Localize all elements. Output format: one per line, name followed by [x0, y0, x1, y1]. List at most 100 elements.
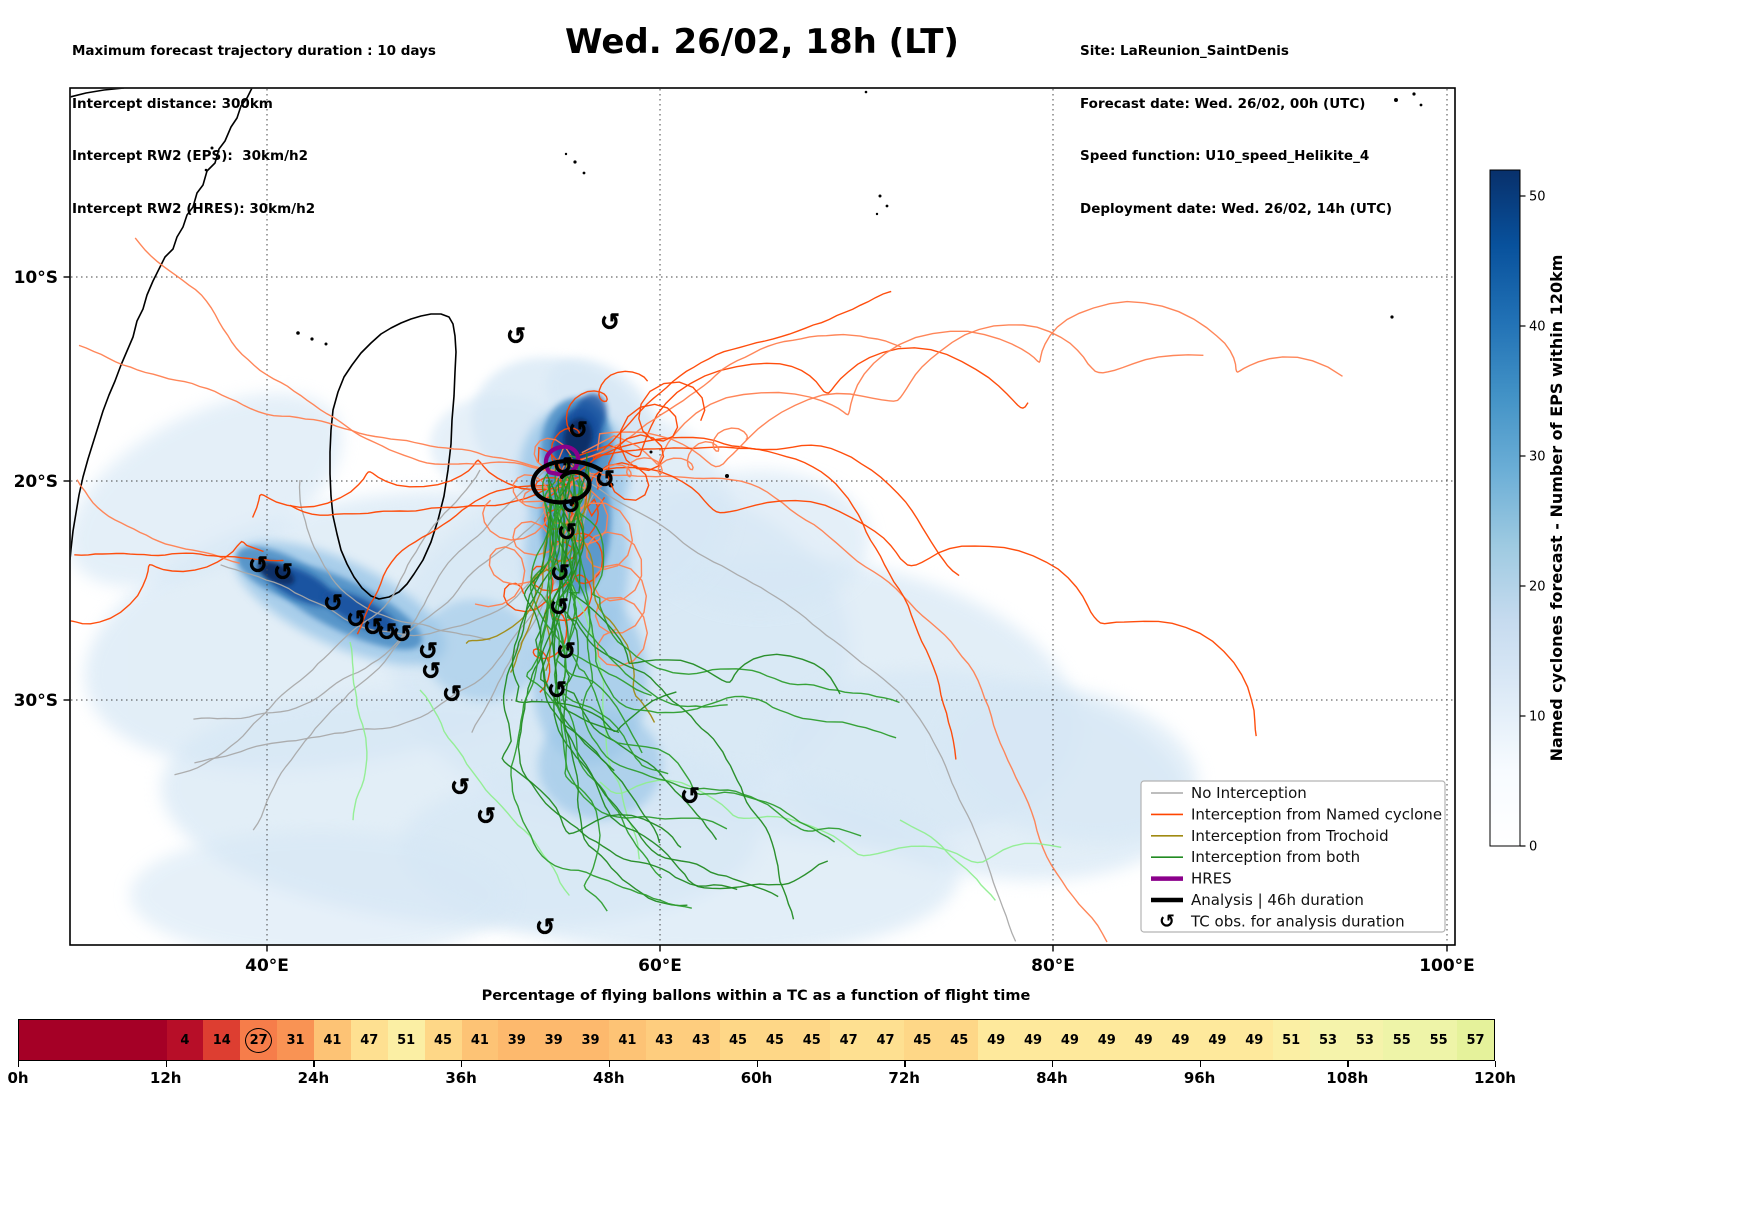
island-dot: [296, 331, 300, 335]
tc-obs-symbol: ↺: [550, 559, 570, 587]
analysis-track: [530, 459, 604, 505]
strip-cell: 57: [1457, 1020, 1494, 1060]
strip-axis-tick: [756, 1061, 758, 1067]
param-line-rw2-hres: Intercept RW2 (HRES): 30km/h2: [72, 200, 316, 217]
strip-cell: 45: [719, 1020, 757, 1060]
strip-cell: 49: [1051, 1020, 1089, 1060]
strip-cell-value: 51: [397, 1032, 416, 1048]
param-line-rw2-eps: Intercept RW2 (EPS): 30km/h2: [72, 148, 308, 164]
trajectory-line: [482, 437, 575, 541]
trajectory-line: [251, 459, 575, 518]
tc-obs-symbol: ↺: [556, 637, 576, 665]
strip-axis-tick: [1199, 1061, 1201, 1067]
strip-hour-axis: 0h 12h 24h 36h 48h 60h 72h 84h 96h 108h 120h: [7, 1061, 1516, 1095]
tc-obs-symbol: ↺: [273, 558, 293, 586]
strip-cell: 43: [645, 1020, 683, 1060]
strip-axis-label: 24h: [297, 1069, 330, 1087]
island-dot: [878, 194, 882, 198]
colorbar-tick-label: 20: [1529, 580, 1546, 595]
tc-obs-symbol: ↺: [346, 605, 366, 633]
trajectory-line: [517, 478, 738, 891]
strip-cell: 45: [424, 1020, 462, 1060]
trajectory-line: [589, 472, 1108, 943]
strip-axis-label: 48h: [593, 1069, 625, 1087]
legend-item-label: No Interception: [1191, 784, 1307, 802]
strip-cell: 45: [904, 1020, 941, 1060]
island-dot: [864, 90, 868, 94]
tc-obs-symbol: ↺: [561, 491, 581, 519]
speed-function-line: Speed function: U10_speed_Helikite_4: [1080, 148, 1370, 164]
density-blob: [257, 561, 295, 585]
trajectory-map: ↺ ↺↺↺ ↺↺↺↺↺↺↺↺ ↺↺↺↺↺↺↺↺↺↺↺↺↺ 10°S20°S30°S40…: [14, 87, 1566, 976]
strip-axis-label: 120h: [1474, 1069, 1516, 1087]
strip-cell: 39: [572, 1020, 609, 1060]
island-dot: [310, 337, 314, 341]
strip-cell-value: 53: [1355, 1032, 1374, 1048]
density-blob: [130, 830, 510, 945]
trajectory-lines: [70, 237, 1343, 943]
trajectory-line: [356, 484, 553, 635]
trajectory-line: [550, 370, 649, 479]
lat-tick-label: 30°S: [14, 691, 58, 711]
strip-axis-label: 96h: [1183, 1069, 1216, 1087]
colorbar-gradient: [1489, 169, 1521, 847]
island-dot: [1394, 98, 1398, 102]
tc-obs-symbol: ↺: [595, 465, 615, 493]
percentage-strip: 4 14 27 31 41 47 51 45 41 39 39 39 41 43 43 45 45 45 47 47 4…: [18, 1019, 1495, 1061]
tc-obs-symbol: ↺: [549, 593, 569, 621]
strip-cell: 49: [1088, 1020, 1126, 1060]
strip-axis-label: 12h: [149, 1069, 182, 1087]
trajectory-line: [568, 454, 900, 704]
param-line-duration: Maximum forecast trajectory duration : 1…: [72, 43, 436, 59]
strip-cell-value: 55: [1429, 1032, 1448, 1048]
strip-cell: 51: [387, 1020, 425, 1060]
strip-cell: 55: [1383, 1020, 1421, 1060]
strip-cell-value: 45: [434, 1032, 453, 1048]
density-blob: [323, 590, 397, 634]
strip-cell-value: 51: [1282, 1032, 1301, 1048]
strip-cell-value: 39: [507, 1032, 526, 1048]
strip-cell: 45: [756, 1020, 794, 1060]
island-dot: [1419, 103, 1423, 107]
strip-axis-tick: [1347, 1061, 1349, 1067]
trajectory-line: [541, 463, 728, 708]
trajectory-line: [592, 436, 960, 577]
strip-cell: 49: [1199, 1020, 1236, 1060]
colorbar: 0 10 20 30 40 50 Named cyclones forecast - Num…: [1489, 169, 1566, 855]
trajectory-line: [349, 641, 368, 821]
strip-axis-label: 0h: [7, 1069, 29, 1087]
strip-axis-tick: [165, 1061, 168, 1067]
strip-cell: 4: [166, 1020, 204, 1060]
trajectory-line: [134, 237, 562, 476]
lon-tick-label: 40°E: [245, 956, 289, 976]
current-time-circle: [245, 1027, 273, 1053]
legend-item-label: HRES: [1191, 870, 1232, 888]
strip-axis-label: 60h: [740, 1069, 773, 1087]
tc-obs-symbol: ↺: [547, 676, 567, 704]
strip-cell-value: 49: [1134, 1032, 1153, 1048]
density-blob: [420, 599, 540, 701]
strip-axis-tick: [313, 1061, 315, 1067]
strip-cell: 27: [240, 1020, 278, 1060]
site-line: Site: LaReunion_SaintDenis: [1080, 43, 1289, 59]
coastline-africa: [70, 88, 253, 561]
strip-cell: 31: [277, 1020, 314, 1060]
strip-cell-value: 43: [655, 1032, 674, 1048]
strip-cell: 47: [830, 1020, 868, 1060]
trajectory-line: [581, 300, 1343, 466]
grid-lines: [71, 89, 1454, 944]
island-dot: [573, 160, 577, 164]
strip-cell: 41: [314, 1020, 351, 1060]
strip-cell: 41: [461, 1020, 499, 1060]
colorbar-tick-label: 30: [1529, 450, 1546, 465]
lat-tick-label: 20°S: [14, 472, 58, 492]
legend-item-label: Interception from both: [1191, 848, 1360, 866]
colorbar-tick-label: 0: [1529, 840, 1537, 855]
param-line-distance: Intercept distance: 300km: [72, 95, 273, 112]
tc-obs-symbol: ↺: [680, 782, 700, 810]
strip-cell-value: 43: [692, 1032, 711, 1048]
trajectory-line: [599, 779, 1062, 864]
strip-cell: 53: [1309, 1020, 1347, 1060]
strip-cell: 45: [940, 1020, 978, 1060]
colorbar-tick-label: 50: [1529, 190, 1546, 205]
